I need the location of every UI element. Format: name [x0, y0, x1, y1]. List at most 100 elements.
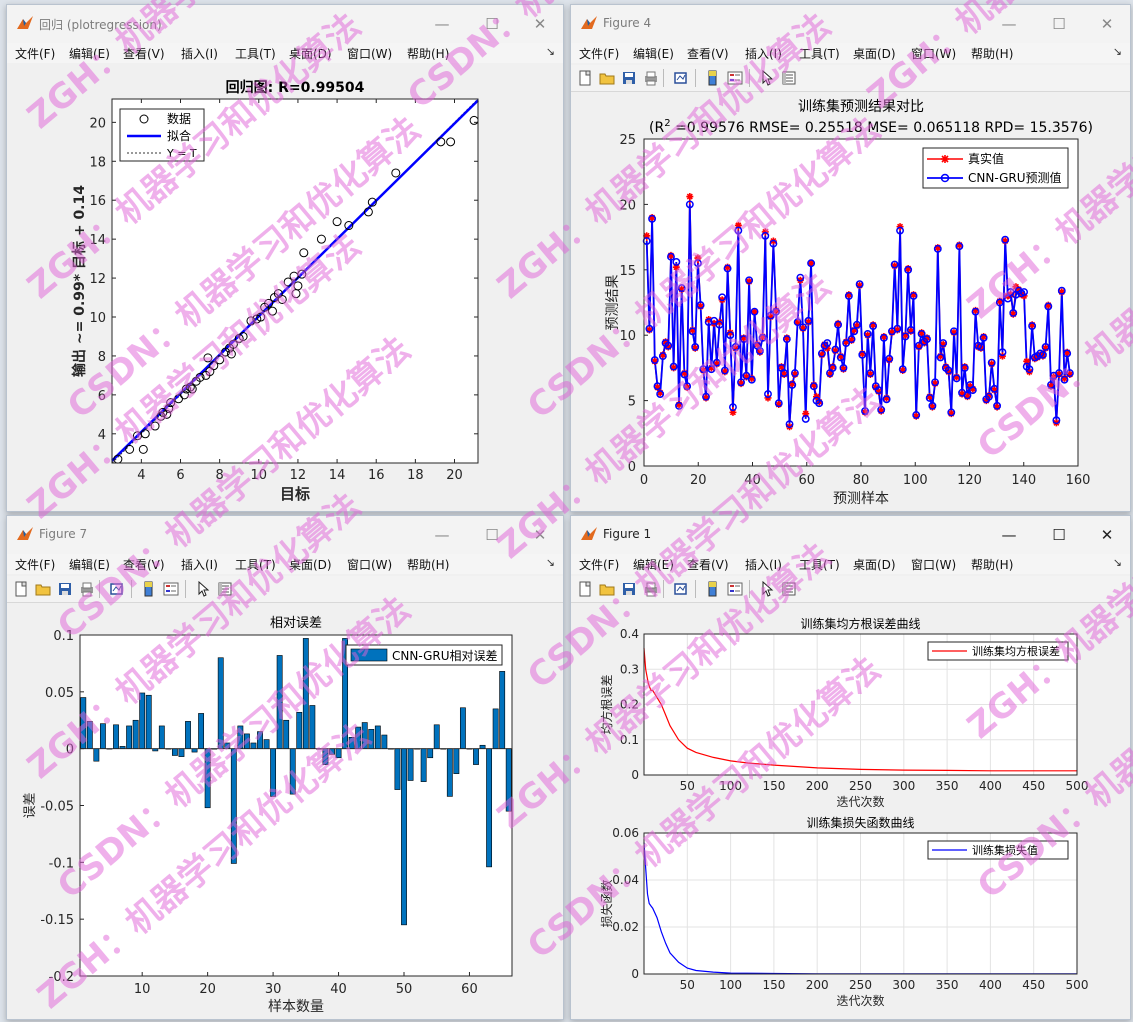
- predicted-value-marker: [879, 333, 888, 342]
- colorbar-icon[interactable]: [705, 581, 721, 597]
- colorbar-icon[interactable]: [705, 70, 721, 86]
- menu-item[interactable]: 插入(I): [181, 558, 218, 572]
- dock-arrow-icon[interactable]: ↘: [1112, 45, 1122, 58]
- print-icon[interactable]: [643, 70, 659, 86]
- plot-title: 回归图: R=0.99504: [226, 79, 365, 96]
- new-file-icon[interactable]: [577, 581, 593, 597]
- menu-item[interactable]: 编辑(E): [633, 47, 674, 61]
- new-file-icon[interactable]: [577, 70, 593, 86]
- legend[interactable]: 训练集损失值: [927, 840, 1069, 860]
- x-tick-label: 160: [1066, 473, 1091, 488]
- legend[interactable]: 真实值 CNN-GRU预测值: [922, 147, 1069, 189]
- menu-item[interactable]: 插入(I): [181, 47, 218, 61]
- error-bar: [322, 748, 329, 765]
- minimize-button[interactable]: —: [1001, 15, 1017, 33]
- dock-arrow-icon[interactable]: ↘: [1112, 556, 1122, 569]
- legend-icon[interactable]: [163, 581, 179, 597]
- menu-item[interactable]: 帮助(H): [971, 47, 1014, 61]
- minimize-button[interactable]: —: [1001, 526, 1017, 544]
- x-tick-label: 8: [216, 468, 224, 483]
- menu-item[interactable]: 插入(I): [745, 558, 782, 572]
- menu-item[interactable]: 查看(V): [687, 558, 729, 572]
- colorbar-icon[interactable]: [141, 581, 157, 597]
- menu-item[interactable]: 编辑(E): [69, 47, 110, 61]
- menu-item[interactable]: 帮助(H): [971, 558, 1014, 572]
- save-icon[interactable]: [621, 70, 637, 86]
- menu-item[interactable]: 工具(T): [799, 47, 840, 61]
- property-editor-icon[interactable]: [781, 581, 797, 597]
- menu-item[interactable]: 查看(V): [123, 47, 165, 61]
- close-button[interactable]: ✕: [1100, 15, 1114, 33]
- maximize-button[interactable]: ☐: [1052, 526, 1066, 544]
- menu-item[interactable]: 文件(F): [15, 47, 56, 61]
- menu-item[interactable]: 桌面(D): [853, 47, 896, 61]
- link-plot-icon[interactable]: [673, 70, 689, 86]
- menu-item[interactable]: 窗口(W): [347, 47, 393, 61]
- maximize-button[interactable]: ☐: [1052, 15, 1066, 33]
- property-editor-icon[interactable]: [781, 70, 797, 86]
- menu-item[interactable]: 工具(T): [235, 47, 276, 61]
- print-icon[interactable]: [79, 581, 95, 597]
- save-icon[interactable]: [57, 581, 73, 597]
- pointer-icon[interactable]: [759, 581, 775, 597]
- save-icon[interactable]: [621, 581, 637, 597]
- menu-item[interactable]: 文件(F): [15, 558, 56, 572]
- y-tick-label: 10: [619, 329, 636, 344]
- menu-item[interactable]: 窗口(W): [911, 47, 957, 61]
- title-bar[interactable]: 回归 (plotregression) — ☐ ✕: [7, 5, 563, 43]
- pointer-icon[interactable]: [195, 581, 211, 597]
- menu-item[interactable]: 编辑(E): [69, 558, 110, 572]
- maximize-button[interactable]: ☐: [485, 15, 499, 33]
- menu-item[interactable]: 窗口(W): [347, 558, 393, 572]
- close-button[interactable]: ✕: [1100, 526, 1114, 544]
- menu-item[interactable]: 文件(F): [579, 558, 620, 572]
- menu-item[interactable]: 文件(F): [579, 47, 620, 61]
- menu-item[interactable]: 编辑(E): [633, 558, 674, 572]
- close-button[interactable]: ✕: [533, 15, 547, 33]
- menu-item[interactable]: 查看(V): [687, 47, 729, 61]
- minimize-button[interactable]: —: [434, 15, 450, 33]
- legend-icon[interactable]: [727, 581, 743, 597]
- menu-item[interactable]: 桌面(D): [289, 47, 332, 61]
- menu-item[interactable]: 窗口(W): [911, 558, 957, 572]
- dock-arrow-icon[interactable]: ↘: [545, 556, 555, 569]
- legend[interactable]: CNN-GRU相对误差: [345, 644, 503, 666]
- menu-item[interactable]: 插入(I): [745, 47, 782, 61]
- legend[interactable]: 训练集均方根误差: [927, 641, 1069, 661]
- close-button[interactable]: ✕: [533, 526, 547, 544]
- new-file-icon[interactable]: [13, 581, 29, 597]
- predicted-value-marker: [925, 394, 934, 402]
- link-plot-icon[interactable]: [673, 581, 689, 597]
- open-folder-icon[interactable]: [599, 70, 615, 86]
- open-folder-icon[interactable]: [35, 581, 51, 597]
- pointer-icon[interactable]: [759, 70, 775, 86]
- predicted-value-marker: [1025, 365, 1034, 374]
- menu-item[interactable]: 工具(T): [799, 558, 840, 572]
- menu-item[interactable]: 帮助(H): [407, 47, 450, 61]
- minimize-button[interactable]: —: [434, 526, 450, 544]
- maximize-button[interactable]: ☐: [485, 526, 499, 544]
- menu-item[interactable]: 查看(V): [123, 558, 165, 572]
- dock-arrow-icon[interactable]: ↘: [545, 45, 555, 58]
- real-value-marker: [893, 326, 901, 334]
- error-bar: [329, 748, 335, 755]
- title-bar[interactable]: Figure 1 — ☐ ✕: [571, 516, 1130, 554]
- print-icon[interactable]: [643, 581, 659, 597]
- predicted-value-marker: [712, 358, 721, 367]
- predicted-value-marker: [667, 252, 675, 261]
- title-bar[interactable]: Figure 4 — ☐ ✕: [571, 5, 1130, 43]
- menu-item[interactable]: 工具(T): [235, 558, 276, 572]
- y-tick-label: -0.1: [49, 856, 74, 871]
- predicted-value-marker: [785, 420, 794, 429]
- property-editor-icon[interactable]: [217, 581, 233, 597]
- figure4-window: Figure 4 — ☐ ✕ 文件(F) 编辑(E) 查看(V) 插入(I) 工具(T)…: [570, 4, 1131, 512]
- legend-icon[interactable]: [727, 70, 743, 86]
- menu-item[interactable]: 帮助(H): [407, 558, 450, 572]
- title-bar[interactable]: Figure 7 — ☐ ✕: [7, 516, 563, 554]
- menu-item[interactable]: 桌面(D): [289, 558, 332, 572]
- menu-item[interactable]: 桌面(D): [853, 558, 896, 572]
- open-folder-icon[interactable]: [599, 581, 615, 597]
- link-plot-icon[interactable]: [109, 581, 125, 597]
- real-value-marker: [643, 232, 651, 240]
